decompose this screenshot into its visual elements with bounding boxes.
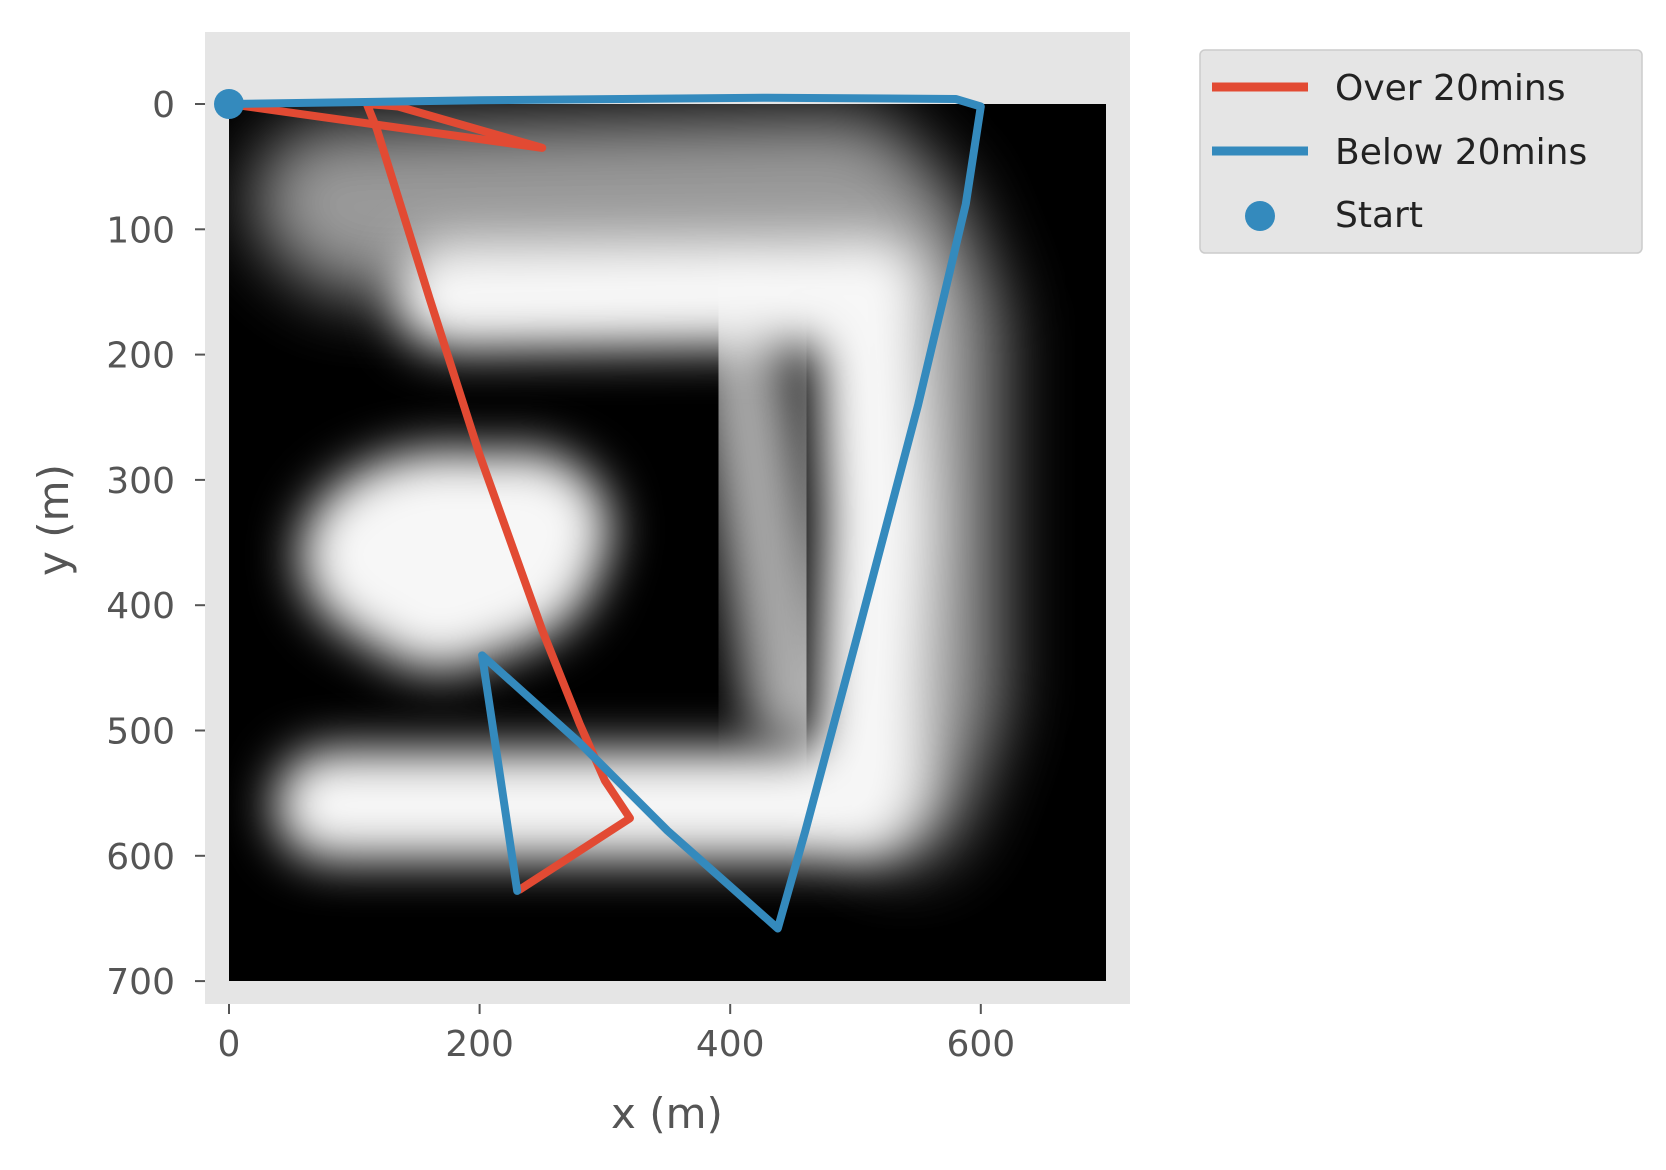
y-tick-label: 300 — [106, 461, 175, 502]
legend-label-over-20mins: Over 20mins — [1335, 68, 1565, 109]
y-tick-label: 400 — [106, 586, 175, 627]
legend: Over 20mins Below 20mins Start — [1199, 49, 1643, 254]
y-tick-label: 100 — [106, 210, 175, 251]
x-tick-label: 600 — [946, 1024, 1015, 1065]
legend-frame — [1199, 49, 1643, 254]
y-tick-label: 600 — [106, 837, 175, 878]
x-tick-label: 400 — [696, 1024, 765, 1065]
legend-marker-start — [1245, 201, 1275, 231]
x-tick-label: 200 — [445, 1024, 514, 1065]
x-tick-label: 0 — [218, 1024, 241, 1065]
y-axis-label: y (m) — [29, 464, 78, 576]
y-tick-label: 0 — [152, 85, 175, 126]
start-marker — [214, 89, 244, 119]
x-axis-label: x (m) — [611, 1089, 723, 1138]
y-tick-label: 500 — [106, 712, 175, 753]
legend-label-below-20mins: Below 20mins — [1335, 132, 1587, 173]
legend-label-start: Start — [1335, 195, 1423, 236]
y-tick-label: 200 — [106, 336, 175, 377]
series-line-below-20mins — [225, 93, 985, 933]
series-line-over-20mins — [225, 100, 634, 894]
y-tick-label: 700 — [106, 962, 175, 1003]
density-image — [229, 104, 1106, 981]
